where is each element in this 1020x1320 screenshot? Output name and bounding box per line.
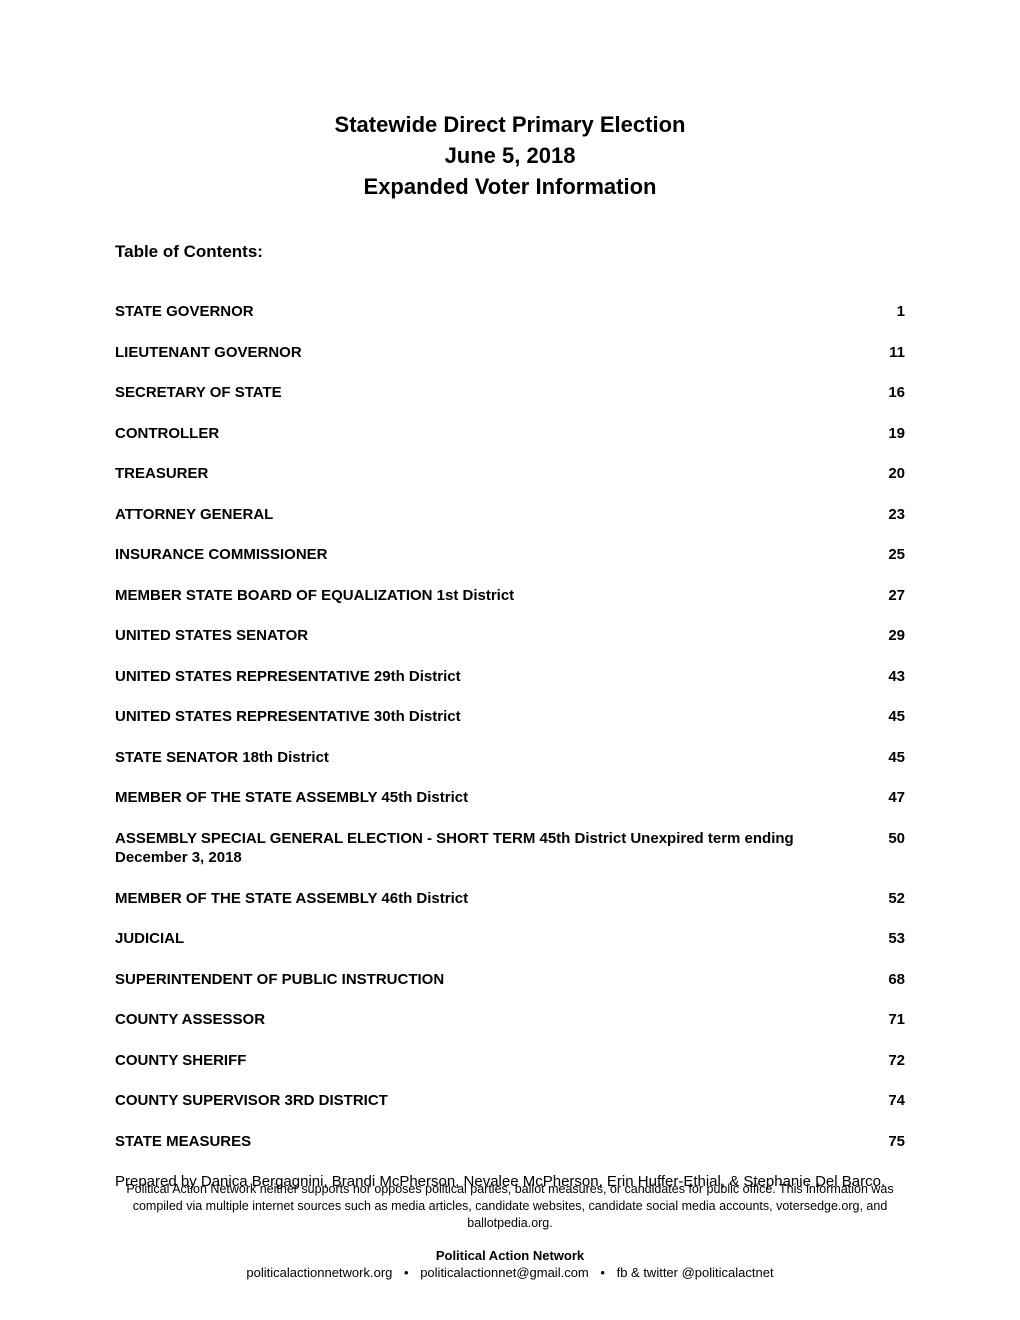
org-name: Political Action Network: [115, 1248, 905, 1263]
toc-item-page: 68: [875, 970, 905, 990]
toc-item[interactable]: UNITED STATES REPRESENTATIVE 29th Distri…: [115, 667, 905, 687]
toc-item[interactable]: MEMBER STATE BOARD OF EQUALIZATION 1st D…: [115, 586, 905, 606]
toc-item-page: 29: [875, 626, 905, 646]
toc-item-title: MEMBER STATE BOARD OF EQUALIZATION 1st D…: [115, 586, 875, 606]
contact-email: politicalactionnet@gmail.com: [420, 1265, 589, 1280]
toc-item[interactable]: UNITED STATES SENATOR29: [115, 626, 905, 646]
toc-item-title: ATTORNEY GENERAL: [115, 505, 875, 525]
toc-item-title: STATE SENATOR 18th District: [115, 748, 875, 768]
toc-item[interactable]: COUNTY SUPERVISOR 3RD DISTRICT74: [115, 1091, 905, 1111]
toc-item-title: COUNTY SUPERVISOR 3RD DISTRICT: [115, 1091, 875, 1111]
toc-item-title: LIEUTENANT GOVERNOR: [115, 343, 875, 363]
toc-item-page: 71: [875, 1010, 905, 1030]
toc-item-title: UNITED STATES REPRESENTATIVE 29th Distri…: [115, 667, 875, 687]
toc-item[interactable]: COUNTY ASSESSOR71: [115, 1010, 905, 1030]
toc-item[interactable]: STATE GOVERNOR1: [115, 302, 905, 322]
toc-item-page: 20: [875, 464, 905, 484]
toc-item-title: INSURANCE COMMISSIONER: [115, 545, 875, 565]
toc-item-title: MEMBER OF THE STATE ASSEMBLY 45th Distri…: [115, 788, 875, 808]
toc-item[interactable]: ATTORNEY GENERAL23: [115, 505, 905, 525]
toc-item-title: MEMBER OF THE STATE ASSEMBLY 46th Distri…: [115, 889, 875, 909]
document-header: Statewide Direct Primary Election June 5…: [115, 110, 905, 202]
toc-item-page: 47: [875, 788, 905, 808]
header-line-3: Expanded Voter Information: [115, 172, 905, 203]
toc-item-page: 50: [875, 829, 905, 849]
toc-list: STATE GOVERNOR1LIEUTENANT GOVERNOR11SECR…: [115, 302, 905, 1151]
toc-item-title: TREASURER: [115, 464, 875, 484]
toc-item-page: 19: [875, 424, 905, 444]
toc-item[interactable]: COUNTY SHERIFF72: [115, 1051, 905, 1071]
contact-website: politicalactionnetwork.org: [246, 1265, 392, 1280]
toc-item-page: 72: [875, 1051, 905, 1071]
toc-item-page: 75: [875, 1132, 905, 1152]
toc-item[interactable]: ASSEMBLY SPECIAL GENERAL ELECTION - SHOR…: [115, 829, 905, 868]
toc-item-title: STATE GOVERNOR: [115, 302, 875, 322]
toc-item-page: 25: [875, 545, 905, 565]
toc-item[interactable]: INSURANCE COMMISSIONER25: [115, 545, 905, 565]
toc-item-page: 52: [875, 889, 905, 909]
header-line-2: June 5, 2018: [115, 141, 905, 172]
separator-icon: •: [404, 1265, 409, 1280]
toc-item-page: 27: [875, 586, 905, 606]
page-footer: Political Action Network neither support…: [115, 1181, 905, 1280]
toc-item-page: 23: [875, 505, 905, 525]
toc-item-page: 11: [875, 343, 905, 363]
toc-item-title: SUPERINTENDENT OF PUBLIC INSTRUCTION: [115, 970, 875, 990]
toc-item[interactable]: STATE SENATOR 18th District45: [115, 748, 905, 768]
toc-item-page: 45: [875, 748, 905, 768]
toc-item[interactable]: MEMBER OF THE STATE ASSEMBLY 46th Distri…: [115, 889, 905, 909]
toc-item-page: 53: [875, 929, 905, 949]
toc-item-page: 45: [875, 707, 905, 727]
toc-item-title: COUNTY ASSESSOR: [115, 1010, 875, 1030]
toc-item-title: UNITED STATES REPRESENTATIVE 30th Distri…: [115, 707, 875, 727]
contact-social: fb & twitter @politicalactnet: [617, 1265, 774, 1280]
toc-item-title: CONTROLLER: [115, 424, 875, 444]
toc-item-page: 74: [875, 1091, 905, 1111]
toc-item[interactable]: TREASURER20: [115, 464, 905, 484]
toc-item[interactable]: JUDICIAL53: [115, 929, 905, 949]
toc-item-page: 16: [875, 383, 905, 403]
toc-item-title: COUNTY SHERIFF: [115, 1051, 875, 1071]
toc-item[interactable]: MEMBER OF THE STATE ASSEMBLY 45th Distri…: [115, 788, 905, 808]
toc-item-title: UNITED STATES SENATOR: [115, 626, 875, 646]
separator-icon: •: [600, 1265, 605, 1280]
toc-heading: Table of Contents:: [115, 242, 905, 262]
toc-item-title: ASSEMBLY SPECIAL GENERAL ELECTION - SHOR…: [115, 829, 875, 868]
disclaimer-text: Political Action Network neither support…: [115, 1181, 905, 1232]
toc-item[interactable]: SECRETARY OF STATE16: [115, 383, 905, 403]
toc-item[interactable]: STATE MEASURES75: [115, 1132, 905, 1152]
toc-item[interactable]: LIEUTENANT GOVERNOR11: [115, 343, 905, 363]
toc-item-title: STATE MEASURES: [115, 1132, 875, 1152]
toc-item[interactable]: CONTROLLER19: [115, 424, 905, 444]
toc-item-page: 43: [875, 667, 905, 687]
contact-line: politicalactionnetwork.org • politicalac…: [115, 1265, 905, 1280]
toc-item[interactable]: SUPERINTENDENT OF PUBLIC INSTRUCTION68: [115, 970, 905, 990]
header-line-1: Statewide Direct Primary Election: [115, 110, 905, 141]
toc-item-page: 1: [875, 302, 905, 322]
toc-item-title: SECRETARY OF STATE: [115, 383, 875, 403]
toc-item[interactable]: UNITED STATES REPRESENTATIVE 30th Distri…: [115, 707, 905, 727]
toc-item-title: JUDICIAL: [115, 929, 875, 949]
